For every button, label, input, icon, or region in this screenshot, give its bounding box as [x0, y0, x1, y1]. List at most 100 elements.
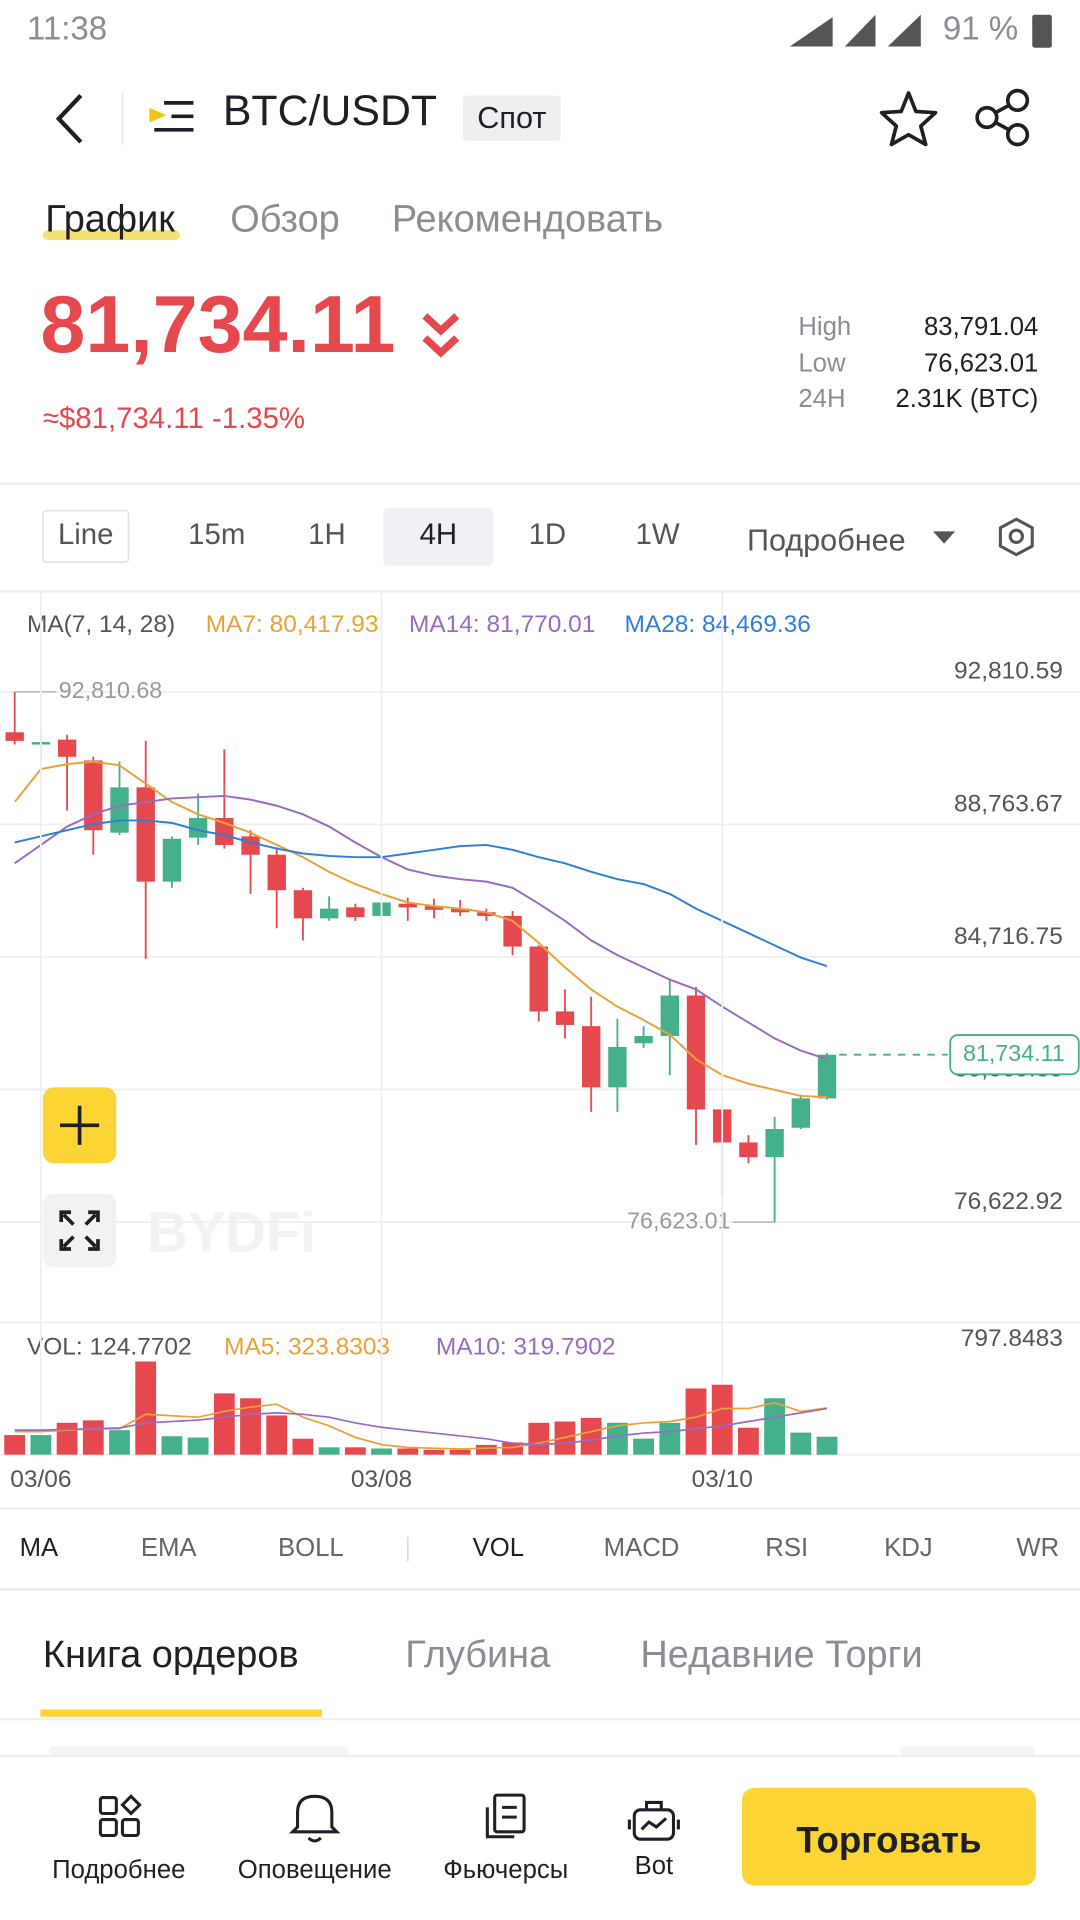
- legend-entry: MA14: 81,770.01: [409, 611, 595, 638]
- candle-body: [84, 760, 103, 831]
- tab[interactable]: Рекомендовать: [392, 199, 663, 241]
- indicator[interactable]: WR: [1016, 1534, 1059, 1562]
- interval[interactable]: 1D: [529, 518, 567, 551]
- market-label: Спот: [477, 101, 546, 135]
- stat-label: High: [798, 313, 851, 341]
- nav-label[interactable]: Bot: [635, 1852, 674, 1880]
- nav-icon: [485, 1793, 526, 1839]
- chart-settings[interactable]: [998, 517, 1034, 557]
- volume-bar: [790, 1432, 812, 1455]
- candle-body: [398, 903, 417, 908]
- fullscreen-button[interactable]: [42, 1193, 117, 1268]
- volume-bar: [659, 1422, 681, 1455]
- signal-icon: [887, 14, 921, 47]
- indicator[interactable]: RSI: [765, 1534, 808, 1562]
- volume-bar: [187, 1437, 209, 1455]
- x-tick-label: 03/10: [692, 1466, 753, 1493]
- candle-body: [477, 912, 496, 916]
- x-tick-label: 03/06: [10, 1466, 71, 1493]
- volume-bar: [266, 1415, 288, 1455]
- trade-button[interactable]: [742, 1787, 1036, 1886]
- market-badge: [462, 95, 561, 141]
- nav-icon: [98, 1794, 142, 1838]
- status-time: 11:38: [27, 10, 107, 47]
- candle-body: [529, 946, 548, 1012]
- more-intervals[interactable]: Подробнее: [747, 524, 906, 558]
- candle-body: [346, 907, 365, 918]
- candle-body: [110, 787, 129, 833]
- indicator[interactable]: KDJ: [884, 1534, 933, 1562]
- share-button[interactable]: [975, 88, 1030, 147]
- volume-bar: [423, 1449, 445, 1455]
- volume-bar: [764, 1398, 786, 1455]
- candle-body: [424, 906, 444, 910]
- indicator[interactable]: VOL: [473, 1534, 524, 1562]
- x-tick-label: 03/08: [351, 1466, 412, 1493]
- y-tick-label: 92,810.59: [954, 658, 1063, 685]
- volume-bar: [528, 1422, 550, 1455]
- candle-body: [608, 1046, 627, 1088]
- book-tab[interactable]: Недавние Торги: [640, 1634, 922, 1676]
- stat-value: 76,623.01: [924, 350, 1038, 378]
- wifi-icon: [789, 17, 833, 47]
- dropdown-arrow: [933, 531, 956, 544]
- back-button[interactable]: [55, 94, 83, 144]
- candle-body: [319, 908, 339, 919]
- y-tick-label: 76,622.92: [954, 1188, 1063, 1215]
- candle-body: [136, 787, 155, 882]
- last-price: 81,734.11: [40, 280, 395, 370]
- y-tick-label: 88,763.67: [954, 790, 1063, 817]
- stat-label: Low: [798, 350, 846, 378]
- tab[interactable]: Обзор: [230, 199, 340, 241]
- candle-body: [686, 995, 706, 1110]
- interval[interactable]: 1H: [308, 518, 346, 551]
- indicator[interactable]: EMA: [141, 1534, 198, 1562]
- legend-title: MA(7, 14, 28): [27, 611, 175, 638]
- book-tab[interactable]: Книга ордеров: [43, 1634, 299, 1676]
- indicator[interactable]: BOLL: [278, 1534, 344, 1562]
- candle-body: [5, 732, 24, 741]
- interval-selected: [383, 508, 494, 566]
- legend-entry: MA5: 323.8303: [224, 1334, 390, 1361]
- nav-label[interactable]: Оповещение: [238, 1856, 392, 1884]
- interval[interactable]: Line: [58, 518, 114, 551]
- battery-icon: [1032, 14, 1052, 48]
- favorite-button[interactable]: [879, 91, 938, 147]
- indicator[interactable]: MACD: [604, 1534, 680, 1562]
- volume-bar: [292, 1438, 314, 1455]
- volume-bar: [397, 1448, 419, 1455]
- interval[interactable]: 4H: [420, 518, 458, 551]
- expand-icon: [59, 1210, 100, 1251]
- pair-menu-icon[interactable]: [149, 101, 194, 132]
- candle-body: [241, 836, 260, 855]
- volume-bar: [135, 1361, 157, 1455]
- volume-bar: [580, 1417, 602, 1455]
- legend-entry: MA10: 319.7902: [436, 1334, 616, 1361]
- volume-bar: [109, 1430, 130, 1455]
- nav-label[interactable]: Подробнее: [52, 1856, 185, 1884]
- signal-icon: [844, 14, 876, 47]
- tab[interactable]: График: [45, 199, 175, 241]
- volume-bar: [161, 1436, 183, 1455]
- candle-body: [162, 838, 182, 882]
- placeholder-row: [900, 1746, 1035, 1756]
- volume-ma-line: [14, 1401, 828, 1450]
- nav-label[interactable]: Фьючерсы: [443, 1856, 568, 1884]
- stat-value: 2.31K (BTC): [896, 385, 1039, 413]
- pair-title: BTC/USDT: [223, 87, 437, 135]
- book-tab-underline: [40, 1709, 323, 1717]
- candle-body: [765, 1128, 784, 1158]
- last-price-badge: [949, 1034, 1080, 1076]
- volume-title: VOL: 124.7702: [27, 1334, 192, 1361]
- price-change: ≈$81,734.11 -1.35%: [43, 402, 305, 435]
- interval[interactable]: 15m: [188, 518, 245, 551]
- volume-bar: [816, 1436, 838, 1455]
- indicator[interactable]: MA: [20, 1534, 59, 1562]
- volume-bar: [30, 1435, 52, 1455]
- volume-bar: [502, 1442, 523, 1455]
- interval[interactable]: 1W: [636, 518, 680, 551]
- volume-bar: [82, 1420, 104, 1455]
- interval-box: [41, 509, 130, 563]
- book-tab[interactable]: Глубина: [405, 1634, 551, 1676]
